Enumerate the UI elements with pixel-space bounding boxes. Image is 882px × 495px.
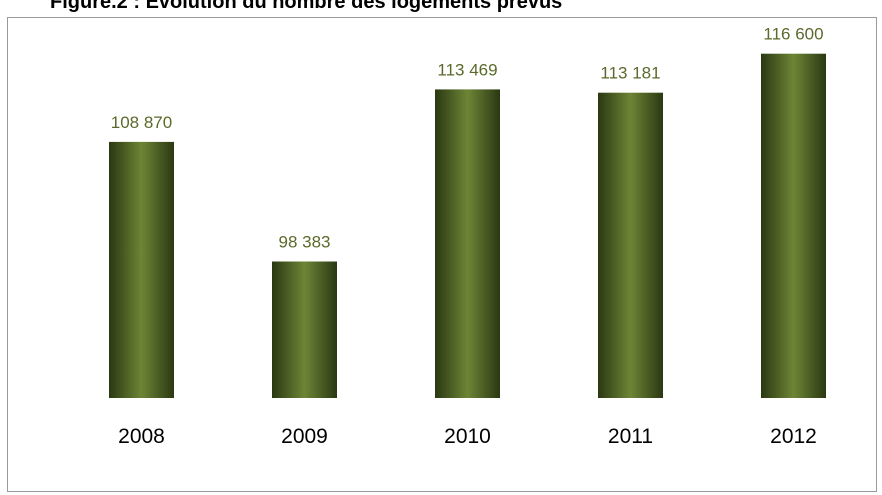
value-label-2008: 108 870 bbox=[111, 113, 172, 132]
category-label-2012: 2012 bbox=[770, 425, 817, 448]
value-label-2012: 116 600 bbox=[763, 25, 823, 44]
category-label-2009: 2009 bbox=[281, 425, 328, 448]
bar-2008 bbox=[109, 141, 174, 398]
category-label-2008: 2008 bbox=[118, 425, 165, 448]
category-label-2010: 2010 bbox=[444, 425, 491, 448]
value-label-2011: 113 181 bbox=[600, 64, 660, 83]
bar-2012 bbox=[761, 53, 826, 398]
bar-2009 bbox=[272, 261, 337, 398]
value-label-2010: 113 469 bbox=[437, 60, 497, 79]
category-label-2011: 2011 bbox=[608, 425, 653, 448]
bar-2010 bbox=[435, 89, 500, 399]
chart-title: Figure.2 : Evolution du nombre des logem… bbox=[50, 0, 563, 13]
value-label-2009: 98 383 bbox=[279, 233, 331, 252]
bar-2011 bbox=[598, 92, 663, 398]
